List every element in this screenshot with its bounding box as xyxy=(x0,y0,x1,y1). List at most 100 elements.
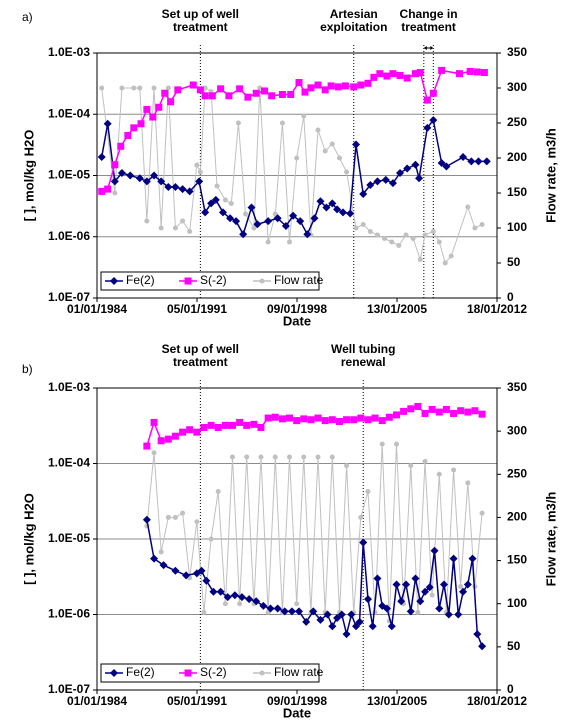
marker-square xyxy=(464,408,472,416)
marker-diamond xyxy=(201,208,210,217)
marker-square xyxy=(473,68,481,76)
annotation: Well tubing xyxy=(331,342,395,356)
marker-circle xyxy=(458,583,464,589)
legend-marker xyxy=(110,669,118,677)
arrow-head xyxy=(430,46,434,50)
marker-diamond xyxy=(473,630,482,639)
marker-circle xyxy=(422,458,428,464)
marker-square xyxy=(257,423,265,431)
marker-diamond xyxy=(232,217,241,226)
marker-diamond xyxy=(363,595,372,604)
marker-square xyxy=(149,113,157,121)
marker-diamond xyxy=(253,220,262,229)
y2-tick-label: 250 xyxy=(507,115,527,129)
marker-square xyxy=(396,71,404,79)
marker-circle xyxy=(165,514,171,520)
marker-diamond xyxy=(159,561,168,570)
y-tick-label: 1.0E-07 xyxy=(48,290,90,304)
marker-square xyxy=(271,413,279,421)
marker-circle xyxy=(243,211,249,217)
plot-frame xyxy=(96,52,498,299)
y-tick-label: 1.0E-04 xyxy=(48,106,90,120)
marker-square xyxy=(264,414,272,422)
marker-circle xyxy=(301,113,307,119)
annotation: treatment xyxy=(173,355,228,369)
marker-square xyxy=(371,414,379,422)
marker-circle xyxy=(214,183,220,189)
marker-circle xyxy=(172,514,178,520)
marker-square xyxy=(478,410,486,418)
annotation: treatment xyxy=(173,20,228,34)
marker-square xyxy=(334,83,342,91)
marker-diamond xyxy=(415,174,424,183)
marker-circle xyxy=(144,218,150,224)
marker-square xyxy=(378,417,386,425)
marker-circle xyxy=(396,243,402,248)
marker-circle xyxy=(465,204,471,210)
y2-tick-label: 50 xyxy=(507,639,521,653)
marker-circle xyxy=(436,471,442,477)
y-tick-label: 1.0E-03 xyxy=(48,380,90,394)
marker-circle xyxy=(365,489,371,495)
marker-square xyxy=(137,120,145,128)
marker-circle xyxy=(119,85,125,91)
marker-square xyxy=(438,66,446,74)
marker-diamond xyxy=(459,153,468,162)
x-tick-label: 05/01/1991 xyxy=(167,694,227,708)
marker-diamond xyxy=(239,230,248,239)
marker-diamond xyxy=(388,179,397,188)
marker-diamond xyxy=(381,175,390,184)
marker-square xyxy=(314,414,322,422)
series-line xyxy=(146,444,483,622)
marker-square xyxy=(343,416,351,424)
marker-circle xyxy=(229,454,235,460)
y2-tick-label: 100 xyxy=(507,596,527,610)
marker-square xyxy=(457,407,465,415)
marker-diamond xyxy=(247,203,256,212)
y2-tick-label: 100 xyxy=(507,220,527,234)
marker-square xyxy=(364,416,372,424)
marker-square xyxy=(407,405,415,413)
marker-diamond xyxy=(182,571,191,580)
marker-square xyxy=(376,70,384,78)
marker-square xyxy=(221,421,229,429)
marker-square xyxy=(155,103,163,111)
marker-diamond xyxy=(117,168,126,177)
marker-diamond xyxy=(281,221,290,230)
marker-diamond xyxy=(328,622,337,631)
marker-diamond xyxy=(397,597,406,606)
marker-square xyxy=(236,418,244,426)
marker-square xyxy=(393,411,401,419)
marker-square xyxy=(130,124,138,132)
marker-square xyxy=(400,407,408,415)
marker-diamond xyxy=(373,177,382,186)
legend-marker xyxy=(259,278,265,284)
legend-label: Flow rate xyxy=(274,273,324,287)
marker-circle xyxy=(99,85,105,91)
marker-square xyxy=(193,428,201,436)
marker-square xyxy=(217,85,225,93)
annotation: Artesian xyxy=(330,7,378,21)
marker-circle xyxy=(465,480,471,486)
marker-square xyxy=(321,86,329,94)
arrow-head xyxy=(423,46,427,50)
marker-circle xyxy=(294,155,300,161)
marker-diamond xyxy=(226,214,235,223)
marker-diamond xyxy=(110,177,119,186)
marker-diamond xyxy=(454,610,463,619)
marker-diamond xyxy=(223,593,232,602)
marker-diamond xyxy=(482,157,491,166)
marker-circle xyxy=(429,592,435,598)
marker-square xyxy=(328,416,336,424)
marker-diamond xyxy=(396,168,405,177)
marker-diamond xyxy=(342,630,351,639)
marker-diamond xyxy=(403,164,412,173)
marker-circle xyxy=(448,253,454,259)
marker-diamond xyxy=(402,580,411,589)
marker-circle xyxy=(294,601,300,607)
marker-square xyxy=(150,418,158,426)
marker-square xyxy=(200,423,208,431)
marker-circle xyxy=(315,127,321,133)
marker-circle xyxy=(131,85,137,91)
marker-square xyxy=(174,86,182,94)
